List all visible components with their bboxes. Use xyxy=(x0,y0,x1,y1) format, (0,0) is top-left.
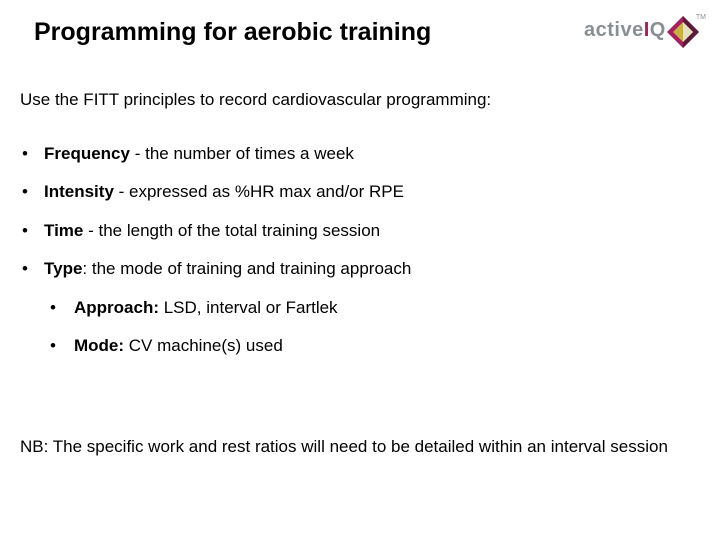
bullet-dot-icon: • xyxy=(50,336,74,356)
bullet-dot-icon: • xyxy=(22,259,44,279)
logo-text-q: Q xyxy=(650,19,666,41)
logo-text-active: active xyxy=(584,19,644,41)
logo-wordmark: activeIQ xyxy=(584,19,666,42)
sub-list-item-text: Approach: LSD, interval or Fartlek xyxy=(74,298,682,318)
list-item-rest: : the mode of training and training appr… xyxy=(82,259,411,278)
list-item-text: Intensity - expressed as %HR max and/or … xyxy=(44,182,682,202)
slide: activeIQ TM Programming for aerobic trai… xyxy=(0,0,720,540)
sub-list-item-text: Mode: CV machine(s) used xyxy=(74,336,682,356)
sub-list-item: • Approach: LSD, interval or Fartlek xyxy=(50,298,682,318)
activeiq-logo: activeIQ TM xyxy=(584,12,706,54)
list-item: • Frequency - the number of times a week xyxy=(22,144,682,164)
bullet-dot-icon: • xyxy=(50,298,74,318)
slide-title: Programming for aerobic training xyxy=(34,18,431,47)
sub-list-item-bold: Mode: xyxy=(74,336,124,355)
intro-text: Use the FITT principles to record cardio… xyxy=(20,90,491,110)
list-item-bold: Intensity xyxy=(44,182,114,201)
list-item: • Time - the length of the total trainin… xyxy=(22,221,682,241)
list-item-bold: Frequency xyxy=(44,144,130,163)
logo-tm: TM xyxy=(696,14,706,21)
logo-diamond-icon xyxy=(666,15,700,49)
list-item-rest: - the length of the total training sessi… xyxy=(83,221,380,240)
sub-list-item: • Mode: CV machine(s) used xyxy=(50,336,682,356)
list-item: • Type: the mode of training and trainin… xyxy=(22,259,682,279)
bullet-list: • Frequency - the number of times a week… xyxy=(22,126,682,356)
list-item-rest: - expressed as %HR max and/or RPE xyxy=(114,182,404,201)
list-item-bold: Type xyxy=(44,259,82,278)
list-item-text: Frequency - the number of times a week xyxy=(44,144,682,164)
list-item-rest: - the number of times a week xyxy=(130,144,354,163)
sub-list-item-rest: LSD, interval or Fartlek xyxy=(159,298,338,317)
list-item-text: Time - the length of the total training … xyxy=(44,221,682,241)
bullet-dot-icon: • xyxy=(22,182,44,202)
list-item-text: Type: the mode of training and training … xyxy=(44,259,682,279)
bullet-dot-icon: • xyxy=(22,144,44,164)
nb-note: NB: The specific work and rest ratios wi… xyxy=(20,430,690,464)
sub-list-item-bold: Approach: xyxy=(74,298,159,317)
list-item-bold: Time xyxy=(44,221,83,240)
list-item: • Intensity - expressed as %HR max and/o… xyxy=(22,182,682,202)
sub-list-item-rest: CV machine(s) used xyxy=(124,336,283,355)
bullet-dot-icon: • xyxy=(22,221,44,241)
